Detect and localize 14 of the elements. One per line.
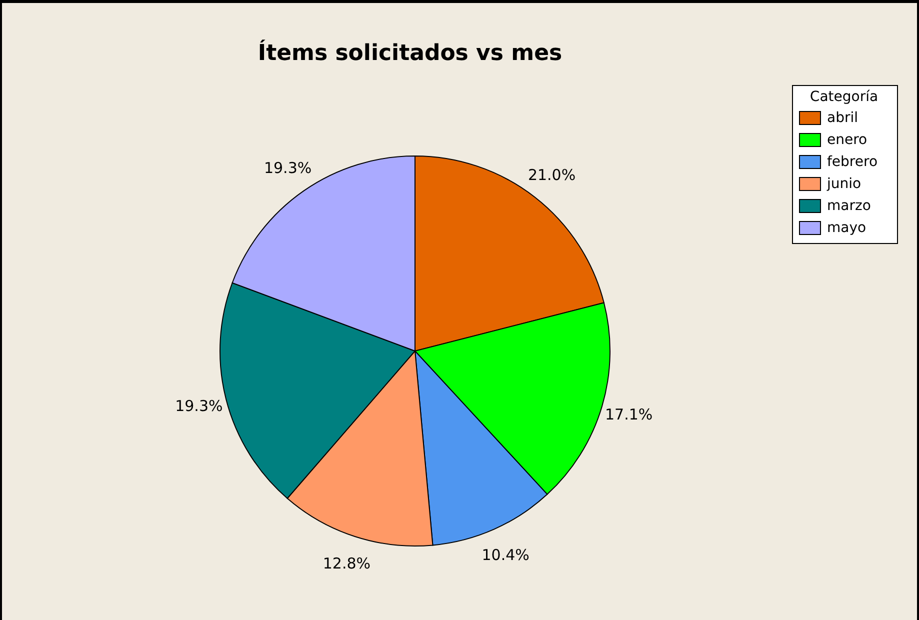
data-label: 19.3% [264, 158, 312, 177]
legend-label: mayo [827, 220, 866, 236]
data-label: 17.1% [605, 405, 653, 424]
data-label: 12.8% [322, 554, 371, 572]
chart-title: Ítems solicitados vs mes [256, 41, 564, 66]
legend-label: febrero [827, 154, 878, 170]
legend-label: marzo [827, 198, 871, 214]
legend-label: junio [827, 176, 862, 192]
legend-label: enero [827, 132, 868, 148]
legend-title: Categoría [808, 89, 880, 105]
data-label: 10.4% [482, 546, 530, 564]
legend-label: abril [827, 110, 858, 126]
data-label: 21.0% [528, 166, 576, 184]
data-label: 19.3% [175, 397, 223, 416]
